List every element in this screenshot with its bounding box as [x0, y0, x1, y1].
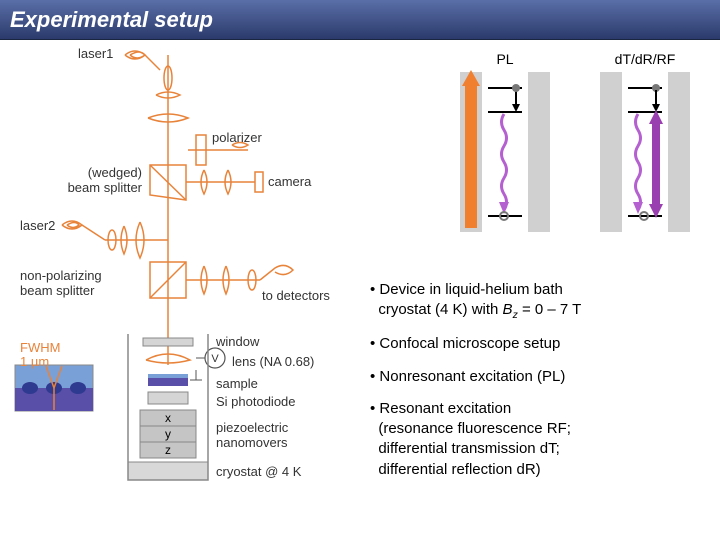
label-fwhm-val: 1 µm — [20, 354, 49, 369]
label-to-detectors: to detectors — [262, 288, 330, 303]
label-cryostat: cryostat @ 4 K — [216, 464, 301, 479]
optical-setup-diagram: V x y z — [0, 40, 360, 540]
svg-text:y: y — [165, 427, 171, 441]
label-sample: sample — [216, 376, 258, 391]
label-window: window — [216, 334, 259, 349]
label-lens: lens (NA 0.68) — [232, 354, 314, 369]
bullet-list: • Device in liquid-helium bath cryostat … — [370, 280, 710, 492]
bullet-2: • Confocal microscope setup — [370, 334, 710, 354]
svg-text:V: V — [211, 353, 219, 365]
bullet-4-line3: differential transmission dT; — [378, 440, 559, 457]
slide-title: Experimental setup — [10, 7, 213, 33]
label-piezo: piezoelectric nanomovers — [216, 420, 288, 450]
bullet-1-line2-prefix: cryostat (4 K) with — [378, 301, 502, 318]
dt-label: dT/dR/RF — [615, 51, 676, 67]
bullet-1-var: B — [503, 301, 513, 318]
label-laser2: laser2 — [20, 218, 55, 233]
pl-label: PL — [496, 51, 513, 67]
label-fwhm: FWHM — [20, 340, 60, 355]
bullet-1: • Device in liquid-helium bath cryostat … — [370, 280, 710, 322]
svg-text:z: z — [165, 443, 171, 457]
label-si-photodiode: Si photodiode — [216, 394, 296, 409]
label-camera: camera — [268, 174, 311, 189]
bullet-4-line1: Resonant excitation — [379, 400, 511, 417]
bullet-1-suffix: = 0 – 7 T — [518, 301, 582, 318]
right-column: PL dT/dR/RF — [360, 40, 720, 540]
bullet-1-line1: Device in liquid-helium bath — [379, 281, 562, 298]
label-nonpol-bs: non-polarizing beam splitter — [20, 268, 102, 298]
content-area: V x y z — [0, 40, 720, 540]
bullet-4: • Resonant excitation (resonance fluores… — [370, 399, 710, 480]
energy-level-svg: PL dT/dR/RF — [460, 50, 710, 250]
bullet-4-line4: differential reflection dR) — [378, 461, 540, 478]
bullet-2-text: Confocal microscope setup — [379, 335, 560, 352]
bullet-3: • Nonresonant excitation (PL) — [370, 367, 710, 387]
label-wedged-bs: (wedged) beam splitter — [42, 165, 142, 195]
bullet-4-line2: (resonance fluorescence RF; — [378, 420, 571, 437]
title-bar: Experimental setup — [0, 0, 720, 40]
label-laser1: laser1 — [78, 46, 113, 61]
label-polarizer: polarizer — [212, 130, 262, 145]
svg-text:x: x — [165, 411, 171, 425]
bullet-3-text: Nonresonant excitation (PL) — [379, 368, 565, 385]
